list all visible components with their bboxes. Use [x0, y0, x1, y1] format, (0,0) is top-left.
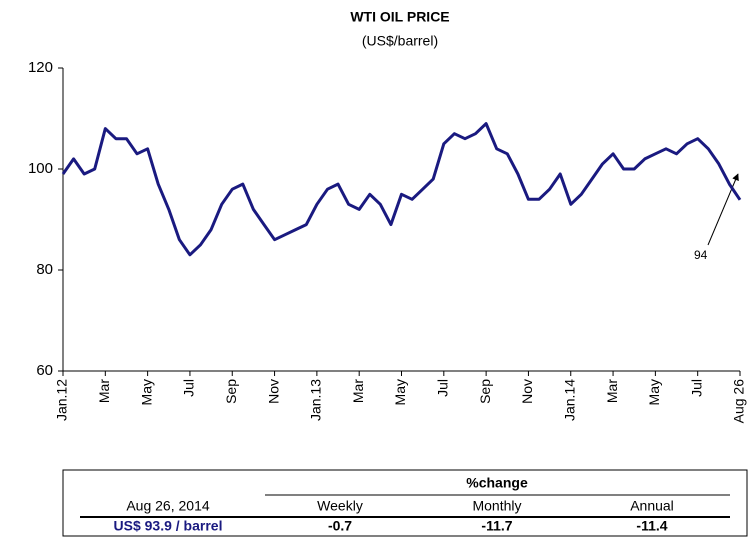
y-tick-label: 80	[36, 261, 53, 278]
x-tick-label: May	[138, 379, 154, 405]
table-cell: -0.7	[328, 518, 352, 534]
table-cell: -11.7	[481, 518, 512, 534]
x-tick-label: Jul	[181, 379, 197, 397]
x-tick-label: Jul	[688, 379, 704, 397]
table-cell: Aug 26, 2014	[126, 498, 210, 514]
table-cell: -11.4	[636, 518, 667, 534]
x-tick-label: Mar	[604, 379, 620, 403]
x-tick-label: Jan.13	[308, 379, 324, 421]
table-header: %change	[466, 475, 528, 491]
annotation-arrow	[707, 173, 739, 246]
table-cell: US$ 93.9 / barrel	[114, 518, 223, 534]
table-cell: Weekly	[317, 498, 363, 514]
x-tick-label: Mar	[96, 379, 112, 403]
annotation: 94	[694, 248, 708, 262]
table-frame	[62, 469, 748, 537]
x-tick-label: Nov	[265, 379, 281, 404]
y-tick-label: 120	[28, 59, 53, 76]
x-tick-label: Aug 26	[731, 379, 747, 424]
chart-title: WTI OIL PRICE	[350, 9, 449, 25]
table-cell: Monthly	[472, 498, 521, 514]
price-line	[61, 122, 742, 257]
y-tick-label: 60	[36, 362, 53, 379]
x-tick-label: Sep	[223, 379, 239, 404]
x-tick-label: Jan.14	[561, 379, 577, 421]
table-cell: Annual	[630, 498, 674, 514]
y-tick-label: 100	[28, 160, 53, 177]
chart-subtitle: (US$/barrel)	[362, 33, 438, 49]
x-tick-label: Nov	[519, 379, 535, 404]
x-tick-label: Sep	[477, 379, 493, 404]
x-tick-label: May	[392, 379, 408, 405]
x-tick-label: Mar	[350, 379, 366, 403]
x-tick-label: Jul	[435, 379, 451, 397]
x-tick-label: Jan.12	[54, 379, 70, 421]
x-tick-label: May	[646, 379, 662, 405]
